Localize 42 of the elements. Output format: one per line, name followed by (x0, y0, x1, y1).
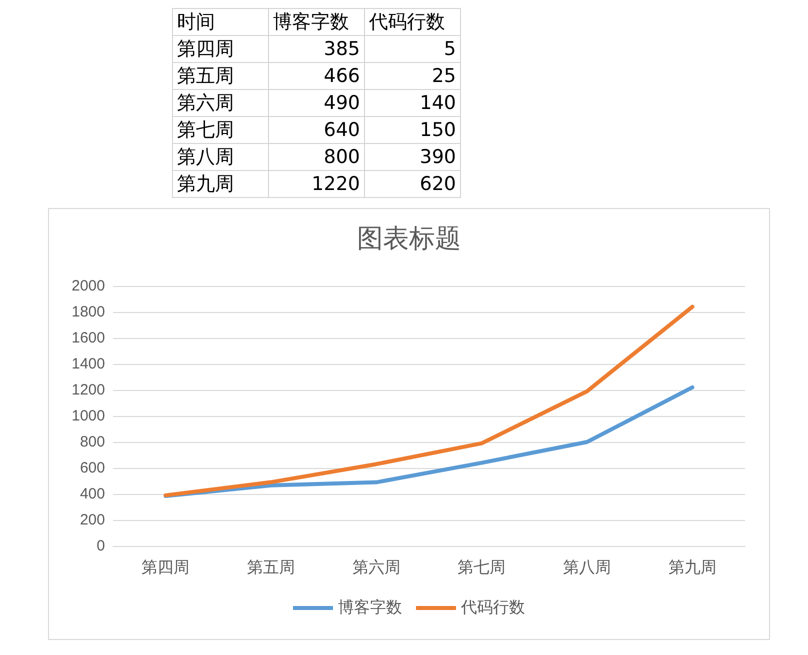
data-label: 466 (268, 62, 364, 90)
category-label: 第八周 (172, 144, 268, 170)
category-label: 第四周 (172, 36, 268, 62)
data-label: 25 (364, 62, 460, 90)
y-tick-label: 1600 (72, 330, 105, 346)
data-label: 1220 (268, 170, 364, 198)
data-label: 5 (364, 36, 460, 62)
category-label: 第五周 (172, 62, 268, 90)
data-label: 140 (364, 90, 460, 116)
data-label: 800 (268, 144, 364, 170)
x-tick-label: 第六周 (352, 558, 400, 576)
y-tick-label: 1400 (72, 356, 105, 372)
x-tick-label: 第五周 (247, 560, 295, 576)
y-tick-label: 2000 (72, 278, 105, 294)
y-tick-label: 400 (80, 486, 105, 502)
x-tick-label: 第四周 (142, 560, 190, 576)
y-tick-label: 600 (80, 460, 105, 476)
data-label: 620 (364, 170, 460, 198)
y-tick-label: 1000 (72, 408, 105, 424)
data-label: 385 (268, 36, 364, 62)
text: 时间 (172, 8, 268, 36)
category-label: 第九周 (172, 170, 268, 198)
text: 代码行数 (364, 8, 460, 36)
x-tick-label: 第八周 (563, 560, 611, 576)
y-tick-label: 200 (80, 512, 105, 528)
y-tick-label: 0 (96, 538, 105, 554)
legend-label: 代码行数 (460, 600, 525, 616)
data-label: 390 (364, 144, 460, 170)
category-label: 第六周 (172, 90, 268, 116)
x-tick-label: 第七周 (458, 558, 506, 576)
y-tick-label: 800 (80, 434, 105, 450)
category-label: 第七周 (172, 116, 268, 144)
legend-label: 博客字数 (338, 598, 402, 616)
y-tick-label: 1200 (72, 382, 105, 398)
x-tick-label: 第九周 (668, 558, 716, 576)
line-series (164, 304, 694, 498)
text: 博客字数 (268, 8, 364, 36)
data-label: 640 (268, 116, 364, 144)
y-tick-label: 1800 (72, 304, 105, 320)
data-label: 150 (364, 116, 460, 144)
data-label: 490 (268, 90, 364, 116)
chart-title: 图表标题 (357, 224, 461, 254)
